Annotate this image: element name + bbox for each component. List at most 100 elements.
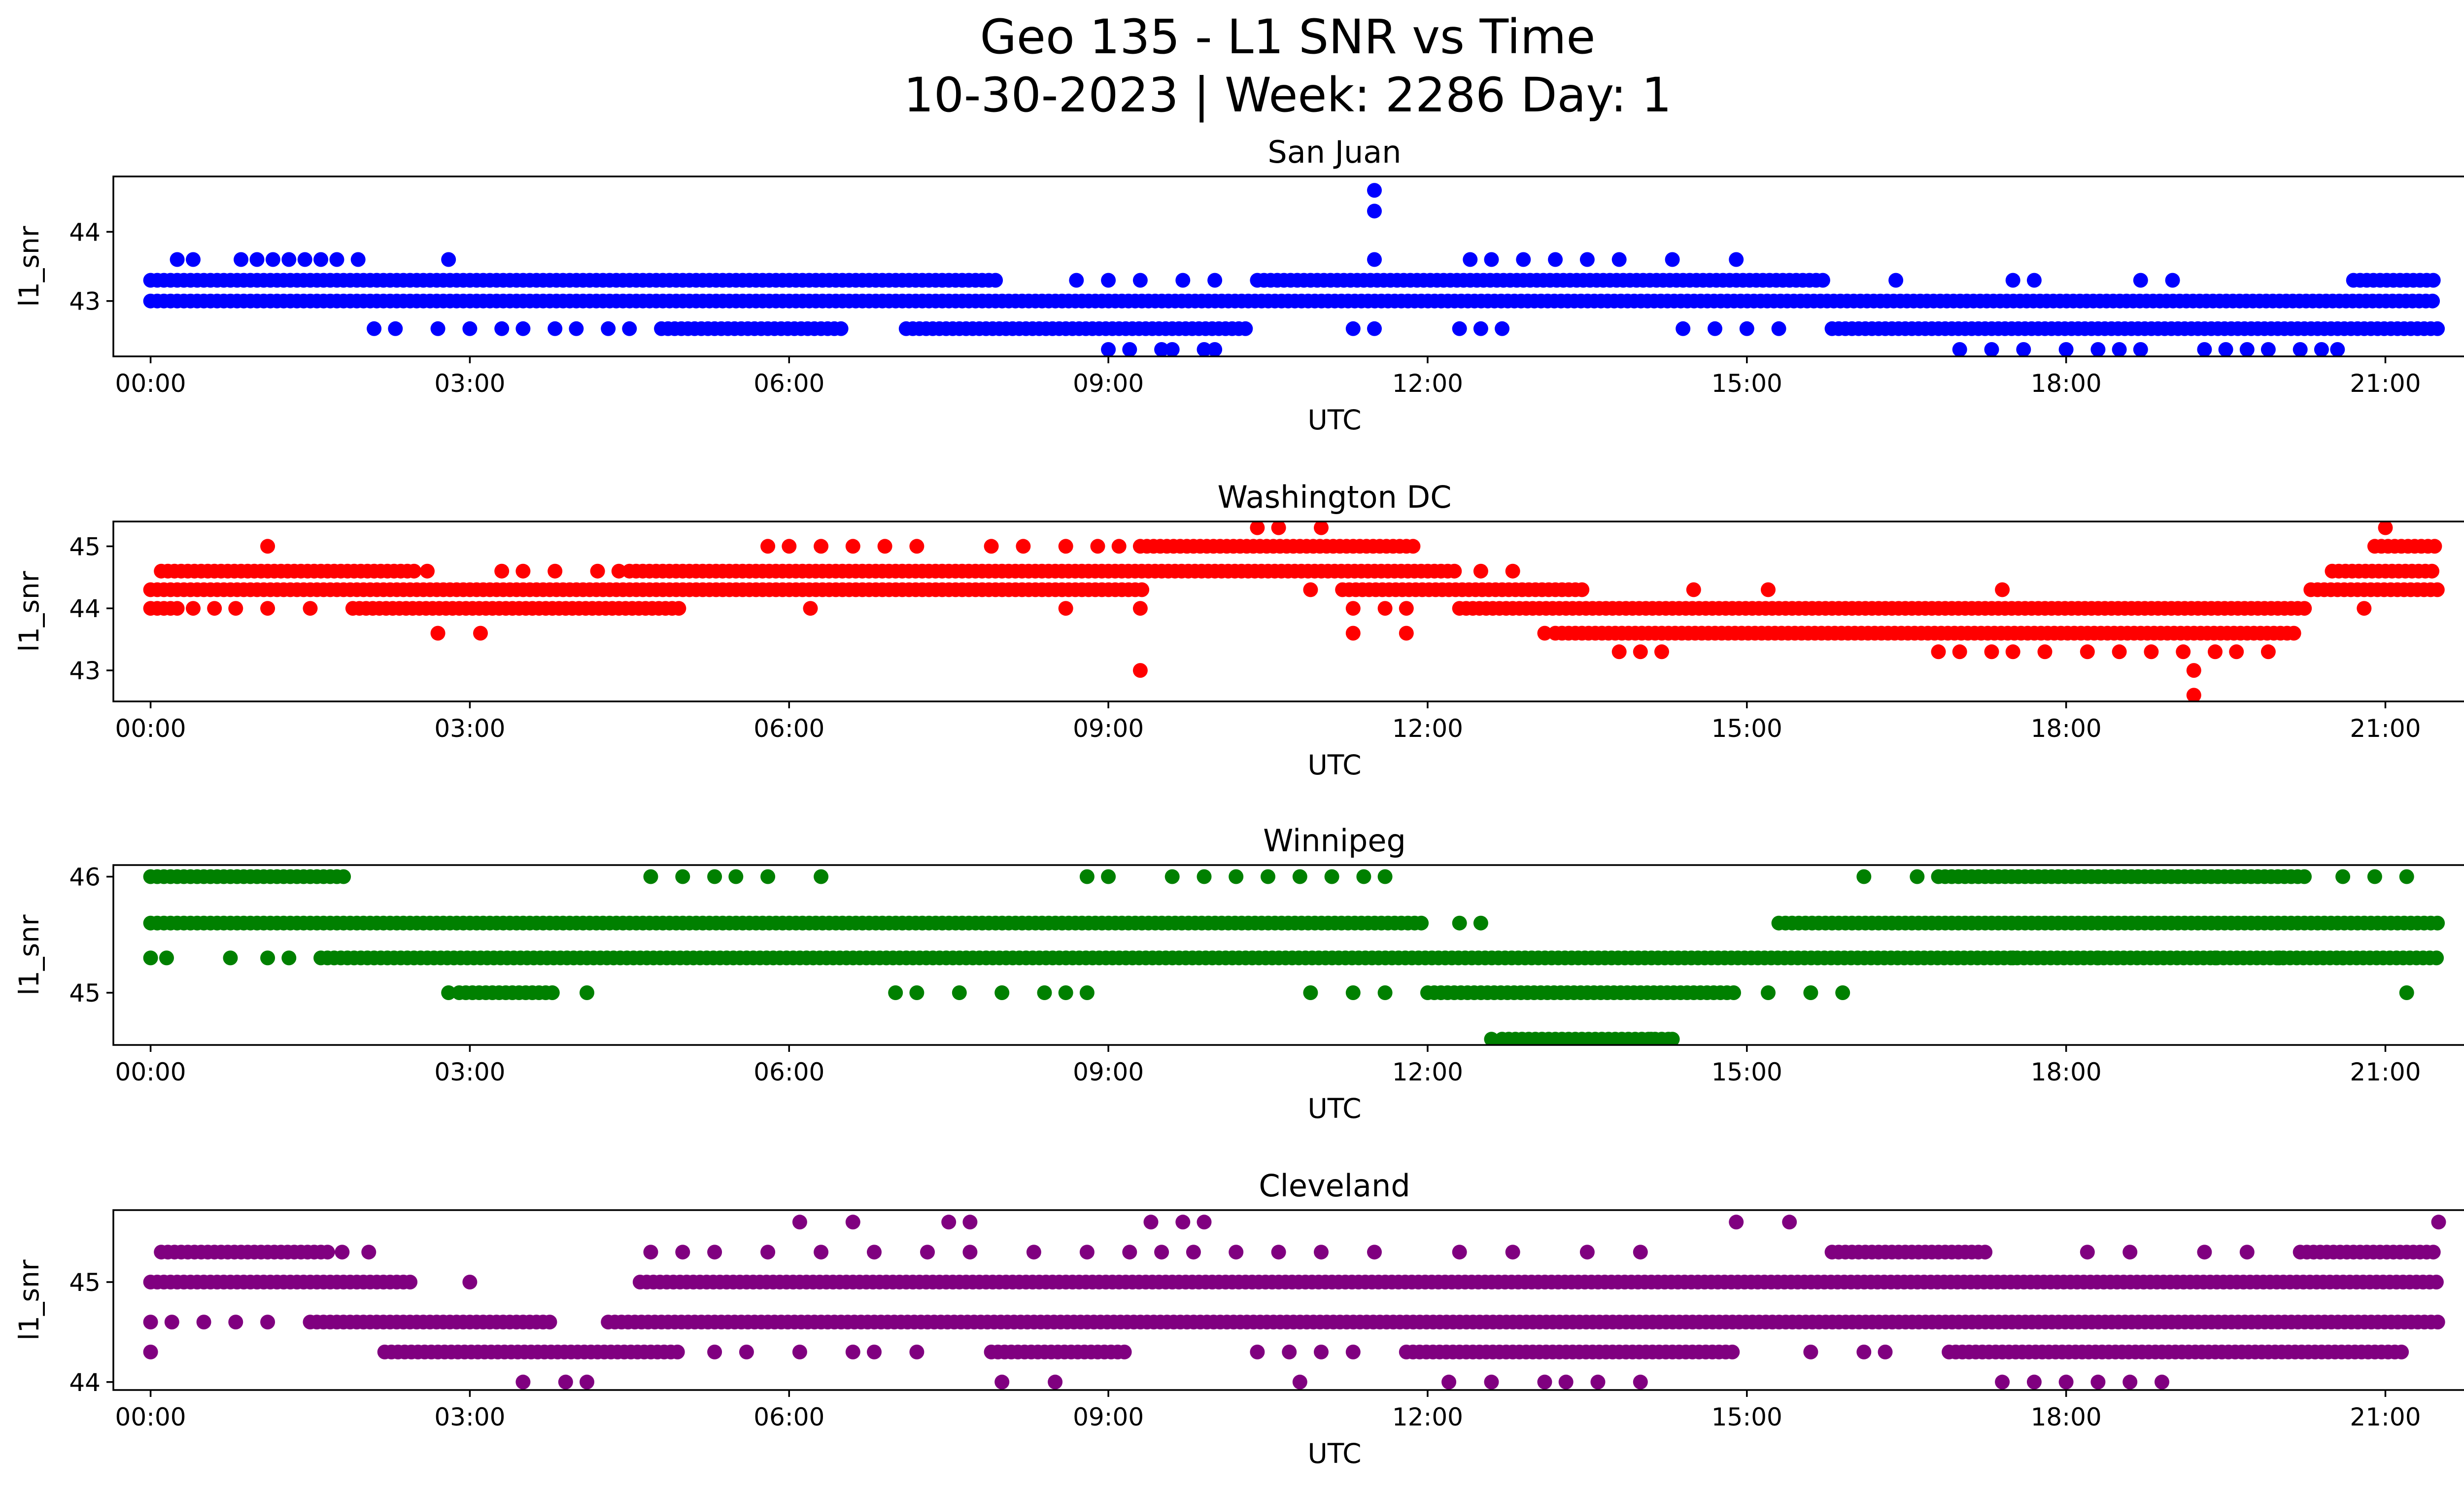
- data-point: [2176, 644, 2191, 660]
- data-point: [260, 950, 275, 966]
- x-tick-label: 03:00: [434, 369, 505, 398]
- data-point-band: [1414, 915, 1429, 931]
- x-tick-label: 06:00: [753, 1058, 824, 1086]
- data-point: [1473, 321, 1488, 336]
- data-point: [1952, 644, 1967, 660]
- data-point: [143, 1344, 158, 1359]
- data-point: [2144, 644, 2159, 660]
- data-point: [1377, 869, 1393, 884]
- data-point: [1537, 1374, 1552, 1390]
- data-point-band: [1405, 539, 1421, 554]
- data-point: [1186, 1245, 1201, 1260]
- data-point: [1261, 869, 1275, 884]
- data-point: [845, 1344, 860, 1359]
- x-axis-label: UTC: [1307, 1093, 1361, 1124]
- y-tick-label: 45: [69, 1268, 101, 1297]
- data-point: [2367, 869, 2382, 884]
- data-point: [1856, 869, 1872, 884]
- data-point: [1761, 985, 1776, 1000]
- data-point: [1377, 601, 1393, 616]
- data-point: [335, 1245, 350, 1260]
- data-point: [1229, 1245, 1244, 1260]
- data-point: [350, 252, 366, 267]
- data-point: [2260, 644, 2276, 660]
- data-point: [170, 252, 185, 267]
- data-point: [1356, 869, 1371, 884]
- y-tick-label: 45: [69, 532, 101, 561]
- x-tick-label: 06:00: [753, 1403, 824, 1431]
- figure-title-line2: 10-30-2023 | Week: 2286 Day: 1: [904, 68, 1672, 123]
- data-point: [329, 252, 344, 267]
- data-point-band: [407, 563, 422, 579]
- data-point: [260, 601, 275, 616]
- data-point: [909, 1344, 924, 1359]
- data-point: [1271, 522, 1286, 535]
- data-point: [909, 985, 924, 1000]
- data-point: [420, 563, 435, 579]
- data-point: [867, 1344, 882, 1359]
- data-point: [2260, 342, 2276, 356]
- data-point: [515, 563, 531, 579]
- data-point: [728, 869, 744, 884]
- data-point: [265, 252, 280, 267]
- data-point: [1484, 252, 1499, 267]
- data-point: [2058, 342, 2074, 356]
- data-point: [313, 252, 329, 267]
- data-point: [643, 1245, 658, 1260]
- data-point: [1090, 539, 1105, 554]
- subplot-title: Cleveland: [1259, 1168, 1410, 1204]
- data-point: [1303, 582, 1318, 597]
- data-point: [1207, 273, 1223, 288]
- data-point: [1803, 1344, 1818, 1359]
- data-point: [569, 321, 584, 336]
- data-point-band: [1725, 1344, 1740, 1359]
- data-point: [1643, 1032, 1659, 1045]
- data-point: [1079, 869, 1095, 884]
- data-point: [994, 985, 1010, 1000]
- data-point: [803, 601, 818, 616]
- plot-frame: [112, 1209, 2464, 1391]
- data-point: [1016, 539, 1031, 554]
- x-tick-label: 18:00: [2031, 369, 2102, 398]
- data-point: [1548, 252, 1563, 267]
- data-point: [2155, 1374, 2169, 1390]
- data-point: [2314, 342, 2329, 356]
- data-point: [1558, 1374, 1574, 1390]
- data-point: [1782, 1215, 1797, 1230]
- data-point: [186, 601, 201, 616]
- data-point: [2112, 644, 2127, 660]
- data-point: [1292, 869, 1307, 884]
- x-tick-label: 21:00: [2350, 1403, 2421, 1431]
- data-point: [1633, 644, 1648, 660]
- data-point: [207, 601, 222, 616]
- data-point: [234, 252, 249, 267]
- data-point: [462, 1275, 478, 1289]
- data-point: [2431, 1215, 2446, 1230]
- data-point: [1771, 321, 1786, 336]
- data-point: [548, 563, 563, 579]
- data-point: [877, 539, 892, 554]
- x-tick-label: 00:00: [115, 714, 186, 743]
- data-point: [2239, 1245, 2255, 1260]
- data-point: [2112, 342, 2127, 356]
- data-point: [1676, 321, 1691, 336]
- data-point: [367, 321, 382, 336]
- data-point: [260, 1315, 275, 1330]
- data-point: [1207, 342, 1223, 356]
- data-point: [1803, 985, 1818, 1000]
- x-tick-label: 09:00: [1073, 1403, 1144, 1431]
- x-tick-label: 03:00: [434, 714, 505, 743]
- data-point: [760, 1245, 776, 1260]
- data-point: [1132, 273, 1148, 288]
- data-point: [558, 1374, 573, 1390]
- data-point: [1367, 183, 1382, 198]
- data-point: [2080, 1245, 2095, 1260]
- data-point-band: [2430, 321, 2445, 336]
- data-point: [909, 539, 924, 554]
- x-tick-label: 00:00: [115, 1403, 186, 1431]
- data-point: [792, 1344, 807, 1359]
- y-tick-label: 43: [69, 657, 101, 685]
- data-point: [430, 626, 445, 641]
- data-point: [1473, 915, 1488, 931]
